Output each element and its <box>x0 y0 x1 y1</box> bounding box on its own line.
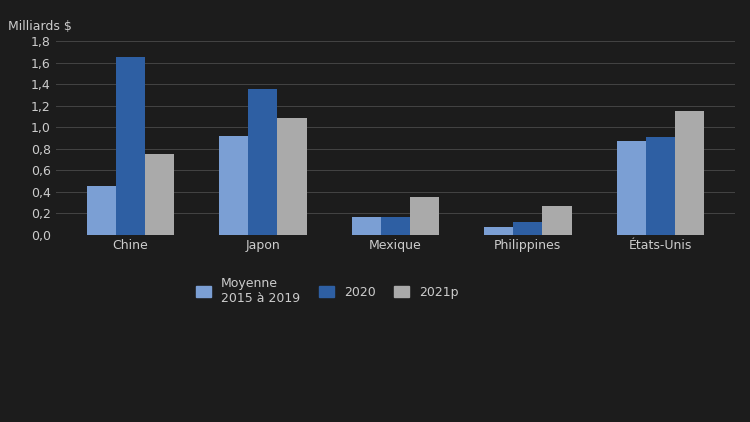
Bar <box>484 227 513 235</box>
Bar <box>381 217 410 235</box>
Bar <box>352 217 381 235</box>
Legend: Moyenne
2015 à 2019, 2020, 2021p: Moyenne 2015 à 2019, 2020, 2021p <box>191 272 464 310</box>
Bar <box>248 89 278 235</box>
Text: Milliards $: Milliards $ <box>8 20 72 33</box>
Bar <box>616 141 646 235</box>
Bar <box>278 119 307 235</box>
Bar <box>542 206 572 235</box>
Bar <box>675 111 704 235</box>
Bar <box>410 197 439 235</box>
Bar <box>219 135 248 235</box>
Bar <box>86 186 116 235</box>
Bar <box>116 57 145 235</box>
Bar <box>646 137 675 235</box>
Bar <box>513 222 542 235</box>
Bar <box>145 154 174 235</box>
